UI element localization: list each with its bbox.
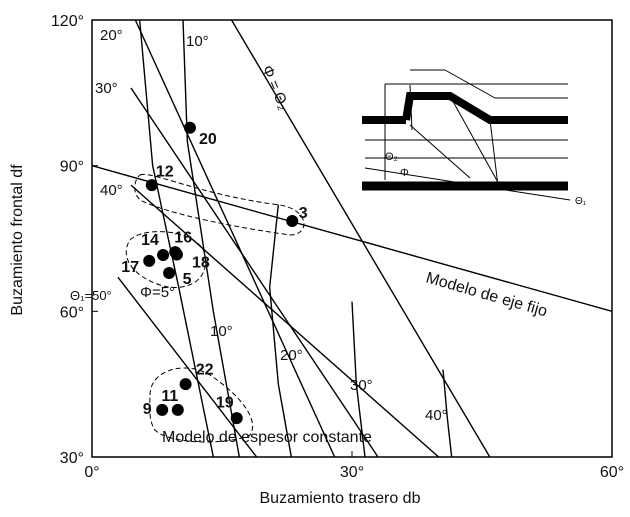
curve xyxy=(138,20,215,457)
curve xyxy=(130,184,440,457)
point-label: 3 xyxy=(299,205,308,222)
point xyxy=(163,266,176,279)
curve-label: 30° xyxy=(95,80,118,97)
point-label: 11 xyxy=(161,388,178,405)
point xyxy=(170,248,183,261)
curve-label: 40° xyxy=(100,182,123,199)
curve-label: Φ=5° xyxy=(140,284,175,301)
point-label: 16 xyxy=(174,229,192,246)
inset-label: Θ₁ xyxy=(575,196,587,207)
point-label: 18 xyxy=(192,255,210,272)
y-tick-label: 60° xyxy=(60,304,84,321)
point-label: 9 xyxy=(143,401,152,418)
curve-label: Θ₁=50° xyxy=(70,288,112,303)
point xyxy=(157,249,170,262)
point xyxy=(156,403,169,416)
point xyxy=(179,378,192,391)
point-label: 17 xyxy=(121,259,139,276)
point xyxy=(145,179,158,192)
curve xyxy=(130,87,379,457)
curve-label: Modelo de eje fijo xyxy=(424,270,549,321)
annotation: Modelo de espesor constante xyxy=(162,429,372,446)
inset-label: Φ xyxy=(400,167,409,179)
point xyxy=(230,412,243,425)
curve-label: Φ = Θ₂ xyxy=(258,63,292,113)
point-label: 22 xyxy=(196,361,214,378)
point-label: 19 xyxy=(216,394,234,411)
curve xyxy=(351,301,366,457)
curve xyxy=(134,20,336,457)
x-axis-title: Buzamiento trasero db xyxy=(260,490,421,507)
curve xyxy=(182,20,241,457)
x-tick-label: 30° xyxy=(340,464,364,481)
y-tick-label: 90° xyxy=(60,159,84,176)
point xyxy=(143,254,156,267)
inset-label: Θ₂ xyxy=(385,151,398,163)
curve-label: 40° xyxy=(425,407,448,424)
dashed-outlines xyxy=(125,173,305,443)
curve-label: 10° xyxy=(210,323,233,340)
curve xyxy=(442,369,453,457)
curve xyxy=(268,204,293,457)
y-tick-label: 120° xyxy=(51,13,84,30)
inset xyxy=(362,69,571,201)
point xyxy=(286,215,299,228)
curve-label: 20° xyxy=(100,27,123,44)
x-tick-label: 0° xyxy=(84,464,99,481)
x-tick-label: 60° xyxy=(600,464,624,481)
point-label: 20 xyxy=(199,131,217,148)
point-label: 14 xyxy=(141,232,159,249)
point-label: 12 xyxy=(156,163,174,180)
point xyxy=(171,403,184,416)
curve xyxy=(92,164,612,313)
y-axis-title: Buzamiento frontal df xyxy=(9,164,26,316)
curve-label: 30° xyxy=(350,377,373,394)
y-tick-label: 30° xyxy=(60,450,84,467)
curve xyxy=(230,20,491,457)
point xyxy=(183,121,196,134)
point-label: 5 xyxy=(183,271,192,288)
curve-label: 10° xyxy=(186,33,209,50)
